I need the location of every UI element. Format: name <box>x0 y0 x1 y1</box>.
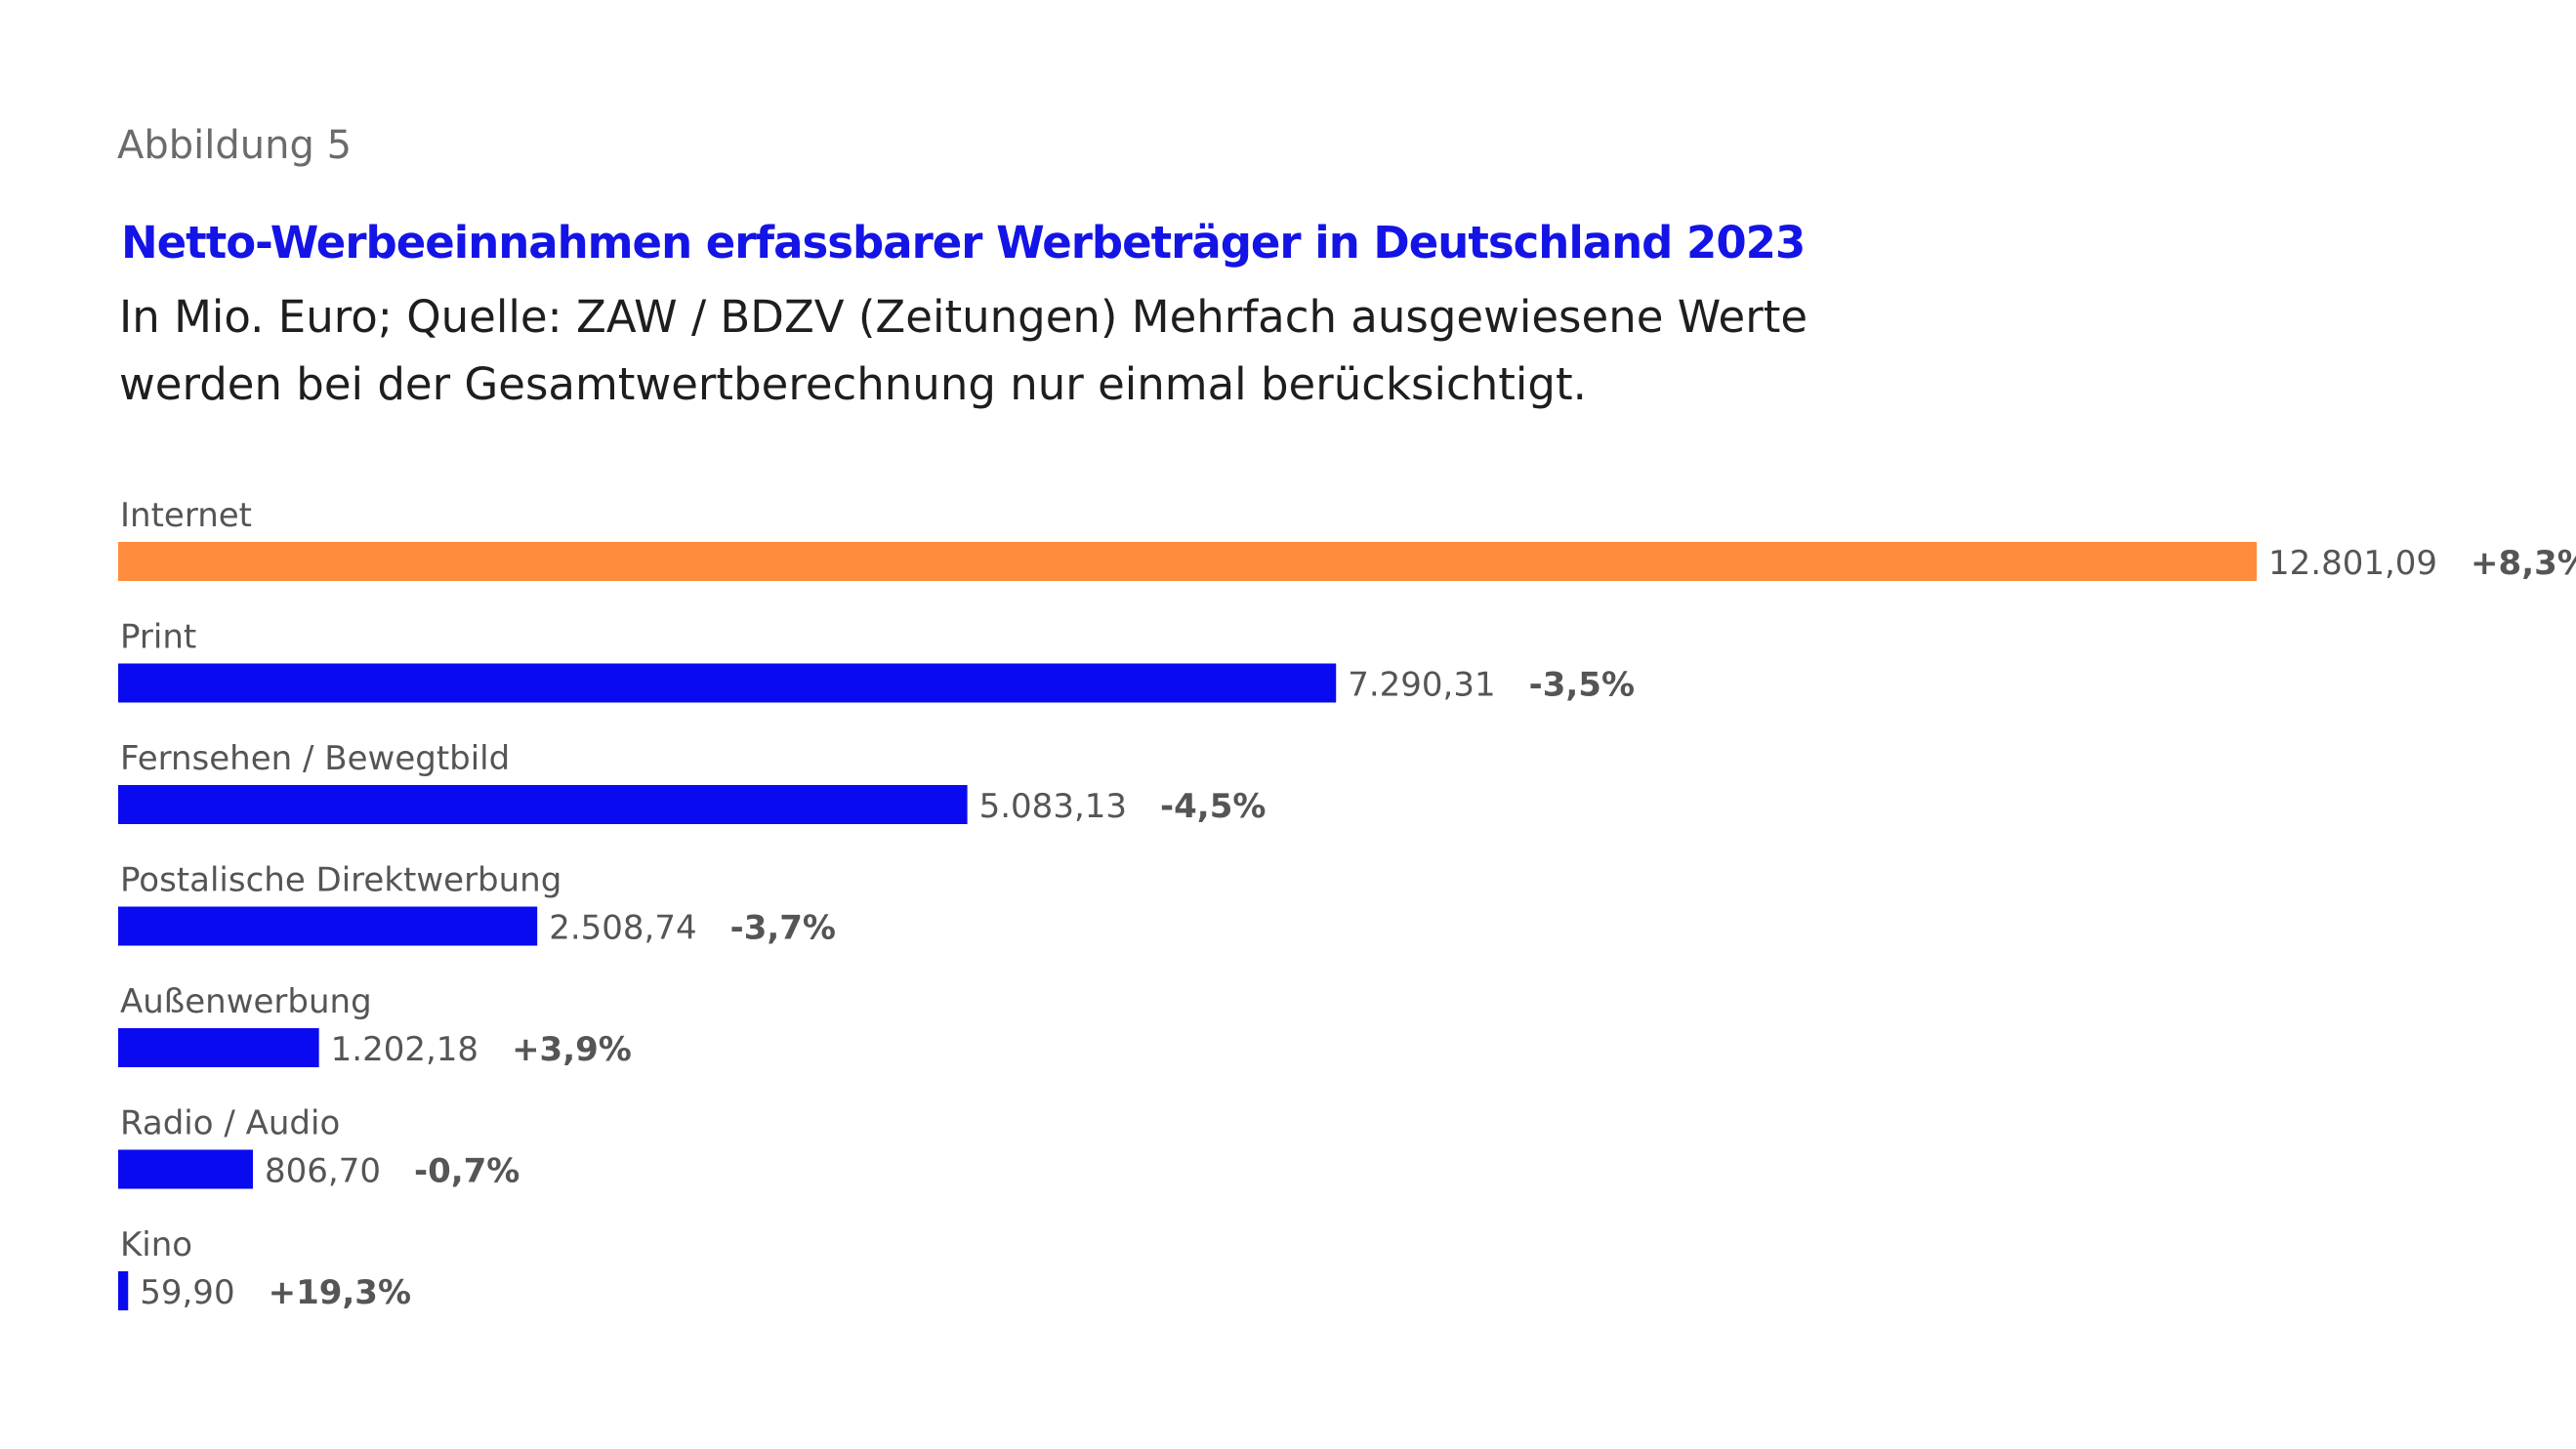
value-label: 2.508,74 <box>549 909 696 948</box>
change-label: +3,9% <box>512 1030 632 1069</box>
bar <box>118 663 1337 703</box>
change-label: +8,3% <box>2471 544 2576 583</box>
figure-label: Abbildung 5 <box>117 123 353 168</box>
bar <box>118 542 2257 581</box>
value-label: 5.083,13 <box>979 787 1127 826</box>
category-label: Postalische Direktwerbung <box>120 861 561 900</box>
category-label: Kino <box>120 1225 192 1264</box>
value-label: 7.290,31 <box>1348 666 1495 705</box>
bar <box>118 1149 254 1189</box>
value-label: 1.202,18 <box>331 1030 478 1069</box>
value-label: 12.801,09 <box>2268 544 2437 583</box>
change-label: -4,5% <box>1160 787 1266 826</box>
bar <box>118 906 538 946</box>
chart-title: Netto-Werbeeinnahmen erfassbarer Werbetr… <box>121 217 1806 269</box>
change-label: -3,7% <box>730 909 836 948</box>
change-label: +19,3% <box>269 1273 411 1312</box>
category-label: Internet <box>120 496 252 535</box>
category-label: Fernsehen / Bewegtbild <box>120 739 510 778</box>
bar <box>118 1271 129 1310</box>
bar <box>118 1028 319 1067</box>
category-label: Print <box>120 618 196 657</box>
change-label: -0,7% <box>414 1152 519 1191</box>
value-label: 59,90 <box>140 1273 234 1312</box>
category-label: Außenwerbung <box>120 982 372 1021</box>
bar <box>118 785 968 824</box>
change-label: -3,5% <box>1529 666 1635 705</box>
value-label: 806,70 <box>265 1152 381 1191</box>
chart-subtitle: In Mio. Euro; Quelle: ZAW / BDZV (Zeitun… <box>119 291 1808 410</box>
category-label: Radio / Audio <box>120 1104 340 1143</box>
